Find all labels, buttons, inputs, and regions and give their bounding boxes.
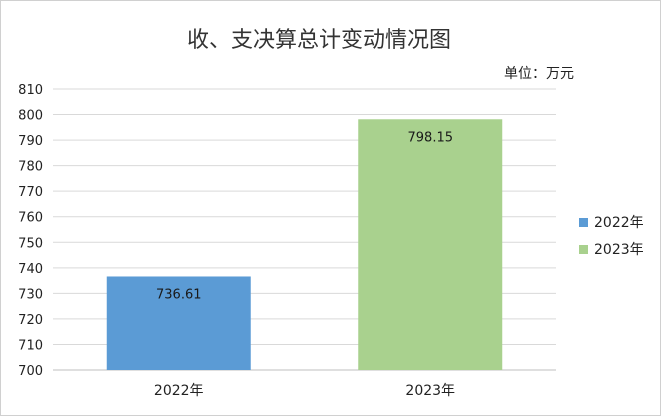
- bar: [106, 276, 251, 370]
- legend-label: 2023年: [594, 242, 644, 258]
- y-tick-label: 700: [18, 364, 43, 379]
- chart-title: 收、支决算总计变动情况图: [187, 28, 451, 53]
- bar-layer: 736.61 2022年 798.15 2023年: [106, 119, 503, 399]
- y-tick-label: 750: [18, 236, 43, 251]
- data-label: 736.61: [156, 287, 202, 302]
- y-tick-label: 780: [18, 160, 43, 175]
- legend-label: 2022年: [594, 215, 644, 231]
- y-tick-label: 760: [18, 211, 43, 226]
- grid-layer: 700 710 720 730 740 750 760 770 780 790 800 810: [18, 83, 556, 379]
- unit-label: 单位：万元: [504, 66, 574, 82]
- y-tick-label: 810: [18, 83, 43, 98]
- y-tick-label: 800: [18, 109, 43, 124]
- y-tick-label: 710: [18, 338, 43, 353]
- y-tick-label: 730: [18, 287, 43, 302]
- y-tick-label: 720: [18, 313, 43, 328]
- x-tick-label: 2022年: [154, 383, 204, 399]
- x-tick-label: 2023年: [405, 383, 455, 399]
- bar: [358, 119, 503, 370]
- y-tick-label: 790: [18, 134, 43, 149]
- legend-swatch: [579, 218, 588, 227]
- data-label: 798.15: [408, 130, 454, 145]
- legend: 2022年 2023年: [579, 215, 644, 258]
- y-tick-label: 740: [18, 262, 43, 277]
- legend-swatch: [579, 245, 588, 254]
- y-tick-label: 770: [18, 185, 43, 200]
